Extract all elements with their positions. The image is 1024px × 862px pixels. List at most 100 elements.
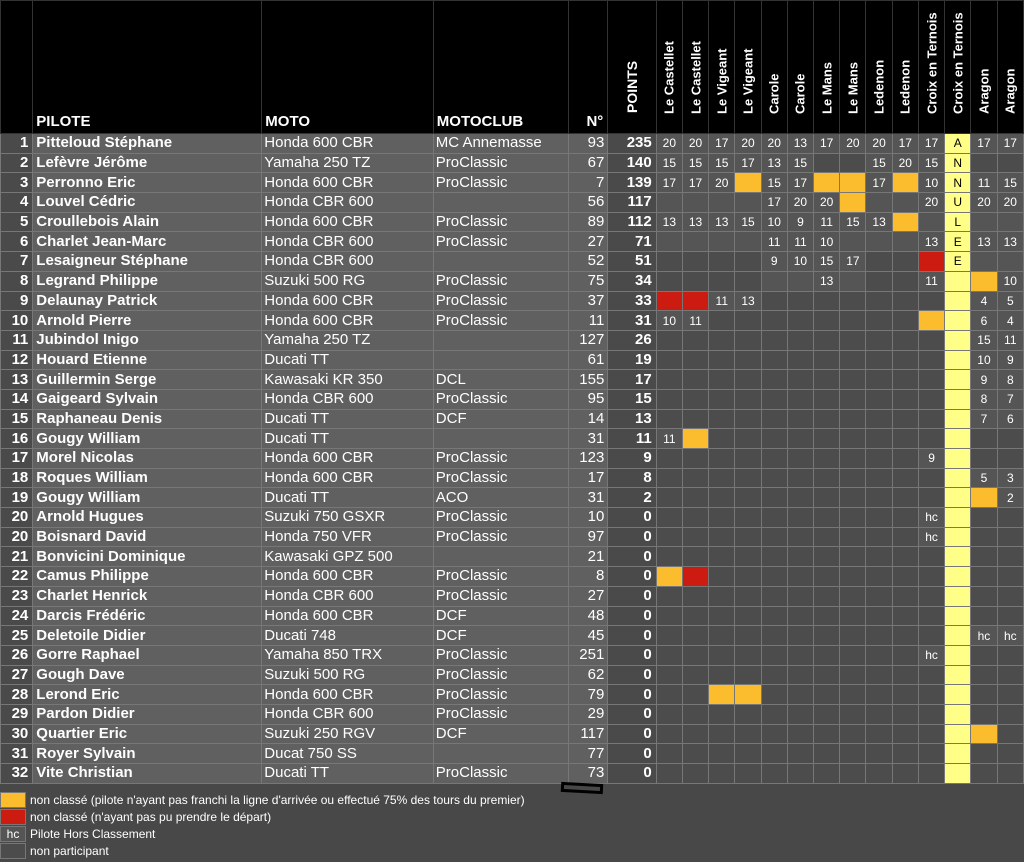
race-header[interactable]: Aragon: [970, 0, 998, 134]
result-cell[interactable]: [681, 231, 710, 253]
result-cell[interactable]: [996, 664, 1024, 686]
rank-cell[interactable]: 23: [0, 585, 34, 607]
result-cell[interactable]: [786, 487, 815, 509]
rank-cell[interactable]: 7: [0, 251, 34, 272]
result-cell[interactable]: [655, 251, 683, 272]
result-cell[interactable]: [734, 428, 762, 449]
result-cell[interactable]: [917, 388, 946, 410]
number-cell[interactable]: 77: [567, 743, 609, 764]
result-cell[interactable]: [944, 763, 972, 784]
result-cell[interactable]: [813, 703, 841, 725]
moto-cell[interactable]: Honda 600 CBR: [261, 133, 434, 154]
result-cell[interactable]: 3: [996, 467, 1024, 489]
result-cell[interactable]: [839, 644, 867, 666]
points-cell[interactable]: 0: [607, 703, 657, 725]
result-cell[interactable]: [891, 664, 919, 686]
club-cell[interactable]: DCF: [432, 408, 569, 430]
rank-cell[interactable]: 20: [0, 507, 34, 528]
result-cell[interactable]: [839, 684, 867, 705]
moto-cell[interactable]: Ducati TT: [261, 408, 434, 430]
result-cell[interactable]: 6: [996, 408, 1024, 430]
result-cell[interactable]: [786, 703, 815, 725]
result-cell[interactable]: [708, 388, 736, 410]
result-cell[interactable]: [996, 703, 1024, 725]
result-cell[interactable]: [891, 231, 919, 253]
result-cell[interactable]: [917, 546, 946, 568]
result-cell[interactable]: [813, 467, 841, 489]
result-cell[interactable]: [708, 703, 736, 725]
result-cell[interactable]: [760, 310, 788, 331]
number-cell[interactable]: 7: [567, 172, 609, 194]
result-cell[interactable]: [891, 369, 919, 390]
table-row[interactable]: 1 Pitteloud Stéphane Honda 600 CBR MC Annem…: [0, 133, 1024, 154]
moto-cell[interactable]: Honda 600 CBR: [261, 605, 434, 627]
result-cell[interactable]: [970, 428, 998, 449]
result-cell[interactable]: [760, 763, 788, 784]
result-cell[interactable]: 9: [917, 448, 946, 469]
result-cell[interactable]: 9: [970, 369, 998, 390]
number-cell[interactable]: 21: [567, 546, 609, 568]
points-cell[interactable]: 0: [607, 723, 657, 745]
pilot-name-cell[interactable]: Lesaigneur Stéphane: [32, 251, 263, 272]
result-cell[interactable]: [944, 467, 972, 489]
number-cell[interactable]: 10: [567, 507, 609, 528]
club-cell[interactable]: DCF: [432, 625, 569, 646]
result-cell[interactable]: [681, 743, 710, 764]
result-cell[interactable]: [734, 664, 762, 686]
result-cell[interactable]: 7: [970, 408, 998, 430]
result-cell[interactable]: [970, 763, 998, 784]
number-cell[interactable]: 8: [567, 566, 609, 587]
number-cell[interactable]: 14: [567, 408, 609, 430]
pilot-name-cell[interactable]: Houard Etienne: [32, 349, 263, 371]
result-cell[interactable]: [839, 467, 867, 489]
result-cell[interactable]: [944, 428, 972, 449]
result-cell[interactable]: [917, 428, 946, 449]
result-cell[interactable]: [708, 546, 736, 568]
result-cell[interactable]: [681, 684, 710, 705]
number-cell[interactable]: 17: [567, 467, 609, 489]
result-cell[interactable]: 15: [760, 172, 788, 194]
result-cell[interactable]: [734, 526, 762, 548]
number-cell[interactable]: 73: [567, 763, 609, 784]
result-cell[interactable]: 13: [970, 231, 998, 253]
result-cell[interactable]: [970, 448, 998, 469]
rank-cell[interactable]: 15: [0, 408, 34, 430]
result-cell[interactable]: [681, 270, 710, 292]
result-cell[interactable]: 11: [813, 211, 841, 233]
result-cell[interactable]: [760, 703, 788, 725]
result-cell[interactable]: [839, 172, 867, 194]
result-cell[interactable]: [970, 507, 998, 528]
result-cell[interactable]: [786, 467, 815, 489]
result-cell[interactable]: 17: [839, 251, 867, 272]
result-cell[interactable]: [917, 703, 946, 725]
result-cell[interactable]: [813, 605, 841, 627]
result-cell[interactable]: [891, 487, 919, 509]
result-cell[interactable]: [944, 526, 972, 548]
number-cell[interactable]: 251: [567, 644, 609, 666]
result-cell[interactable]: [655, 644, 683, 666]
result-cell[interactable]: [734, 329, 762, 351]
moto-cell[interactable]: Honda CBR 600: [261, 388, 434, 410]
result-cell[interactable]: [970, 526, 998, 548]
result-cell[interactable]: [681, 408, 710, 430]
result-cell[interactable]: U: [944, 192, 972, 213]
result-cell[interactable]: [708, 526, 736, 548]
result-cell[interactable]: [786, 349, 815, 371]
result-cell[interactable]: [891, 349, 919, 371]
result-cell[interactable]: [786, 408, 815, 430]
result-cell[interactable]: [655, 448, 683, 469]
points-cell[interactable]: 9: [607, 448, 657, 469]
table-row[interactable]: 29 Pardon Didier Honda CBR 600 ProClassic 29…: [0, 703, 1024, 725]
result-cell[interactable]: [970, 251, 998, 272]
result-cell[interactable]: [760, 526, 788, 548]
result-cell[interactable]: [944, 388, 972, 410]
result-cell[interactable]: 15: [681, 152, 710, 174]
pilot-name-cell[interactable]: Darcis Frédéric: [32, 605, 263, 627]
result-cell[interactable]: [734, 388, 762, 410]
pilot-name-cell[interactable]: Gaigeard Sylvain: [32, 388, 263, 410]
result-cell[interactable]: [786, 526, 815, 548]
result-cell[interactable]: [760, 388, 788, 410]
result-cell[interactable]: [734, 349, 762, 371]
number-cell[interactable]: 67: [567, 152, 609, 174]
result-cell[interactable]: [786, 270, 815, 292]
